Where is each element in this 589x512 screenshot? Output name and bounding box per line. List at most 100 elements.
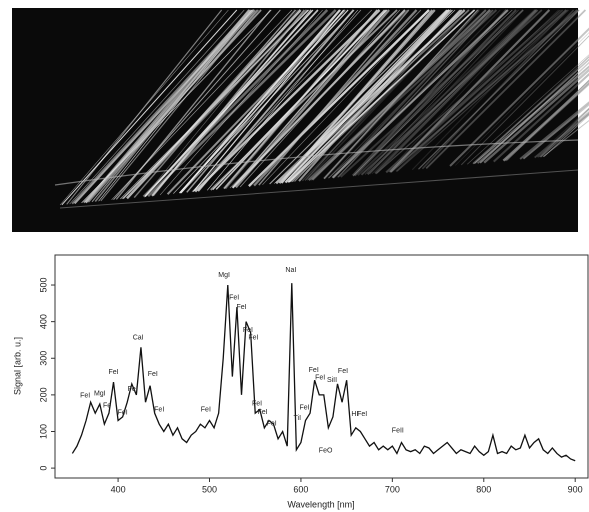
streak — [100, 9, 258, 202]
horizon-band — [54, 139, 579, 186]
line-annotation: FeI — [338, 368, 348, 375]
line-annotation: MgI — [218, 272, 230, 279]
streak — [133, 9, 296, 199]
streak — [460, 35, 589, 166]
streak — [223, 9, 378, 190]
line-annotation: NaI — [285, 267, 296, 274]
y-tick-label: 100 — [38, 424, 48, 439]
streak — [94, 9, 250, 202]
line-annotation: FeI — [80, 392, 90, 399]
streak — [279, 9, 470, 184]
line-annotation: FeI — [267, 420, 277, 427]
streak — [539, 108, 589, 158]
streak — [467, 54, 589, 165]
streak — [504, 82, 589, 162]
streak — [371, 9, 539, 175]
streak — [375, 9, 564, 174]
streak — [111, 9, 293, 201]
x-tick-label: 700 — [385, 484, 400, 494]
streak — [306, 9, 469, 181]
streak — [207, 9, 359, 191]
line-annotation: HI — [351, 411, 358, 418]
line-annotation: FeI — [248, 335, 258, 342]
x-tick-label: 400 — [111, 484, 126, 494]
streak — [519, 101, 589, 160]
streak — [389, 9, 551, 173]
streak — [173, 9, 349, 194]
streak — [66, 9, 223, 205]
y-axis-label: Signal [arb. u.] — [12, 337, 22, 395]
streak — [360, 9, 543, 176]
line-annotation: FeI — [229, 295, 239, 302]
plot-frame — [54, 254, 589, 479]
streak — [232, 9, 387, 189]
streak — [301, 9, 470, 182]
streak — [522, 103, 589, 160]
streak — [181, 9, 355, 194]
streak — [229, 9, 408, 189]
streak — [421, 9, 575, 170]
y-tick-label: 200 — [38, 387, 48, 402]
line-annotation: FeI — [201, 406, 211, 413]
streak — [364, 9, 519, 175]
streak — [328, 9, 493, 179]
streak — [543, 114, 589, 157]
line-annotation: MgI — [94, 391, 106, 398]
streak — [126, 9, 308, 200]
line-annotation: TiI — [294, 415, 302, 422]
streak — [61, 9, 238, 206]
line-annotation: FeI — [257, 409, 267, 416]
y-tick-label: 0 — [38, 466, 48, 471]
streak — [253, 9, 418, 187]
streak — [376, 9, 561, 174]
line-annotation: FeI — [128, 386, 138, 393]
streak — [269, 9, 447, 185]
streak — [369, 9, 524, 175]
line-annotation: Fe — [103, 403, 111, 410]
streak — [389, 9, 567, 173]
streak — [274, 9, 456, 184]
line-annotation: CaI — [133, 335, 144, 342]
streak — [455, 32, 589, 166]
line-annotation: FeI — [118, 409, 128, 416]
x-tick-label: 900 — [568, 484, 583, 494]
streak — [69, 9, 245, 205]
line-annotation: FeI — [108, 369, 118, 376]
x-axis-label: Wavelength [nm] — [287, 499, 354, 509]
streak — [474, 65, 589, 164]
line-annotation: FeI — [315, 375, 325, 382]
streak — [351, 9, 508, 177]
x-tick-label: 800 — [476, 484, 491, 494]
x-tick-label: 600 — [293, 484, 308, 494]
line-annotation: FeI — [309, 367, 319, 374]
line-annotation: FeI — [357, 411, 367, 418]
streak — [311, 9, 487, 181]
streak — [331, 9, 509, 179]
streak — [411, 9, 568, 171]
streak — [357, 9, 536, 176]
line-annotation: FeI — [300, 405, 310, 412]
streak — [113, 9, 281, 200]
streak — [144, 9, 319, 198]
x-tick-label: 500 — [202, 484, 217, 494]
streak — [294, 9, 461, 182]
streak — [179, 9, 341, 194]
streak — [210, 9, 398, 191]
spectral-streaks — [54, 9, 589, 209]
streak — [418, 9, 580, 170]
streak — [186, 9, 342, 193]
streak — [197, 9, 355, 192]
streak — [385, 9, 567, 174]
streak — [352, 9, 524, 176]
streak — [449, 27, 589, 167]
y-tick-label: 500 — [38, 278, 48, 293]
line-annotation: FeII — [392, 428, 404, 435]
streak — [396, 9, 580, 172]
streak — [395, 9, 569, 172]
y-tick-label: 300 — [38, 351, 48, 366]
streak — [292, 9, 475, 183]
line-annotation: FeI — [148, 371, 158, 378]
line-annotation: FeO — [319, 447, 333, 454]
y-tick-label: 400 — [38, 314, 48, 329]
streak — [472, 58, 589, 165]
